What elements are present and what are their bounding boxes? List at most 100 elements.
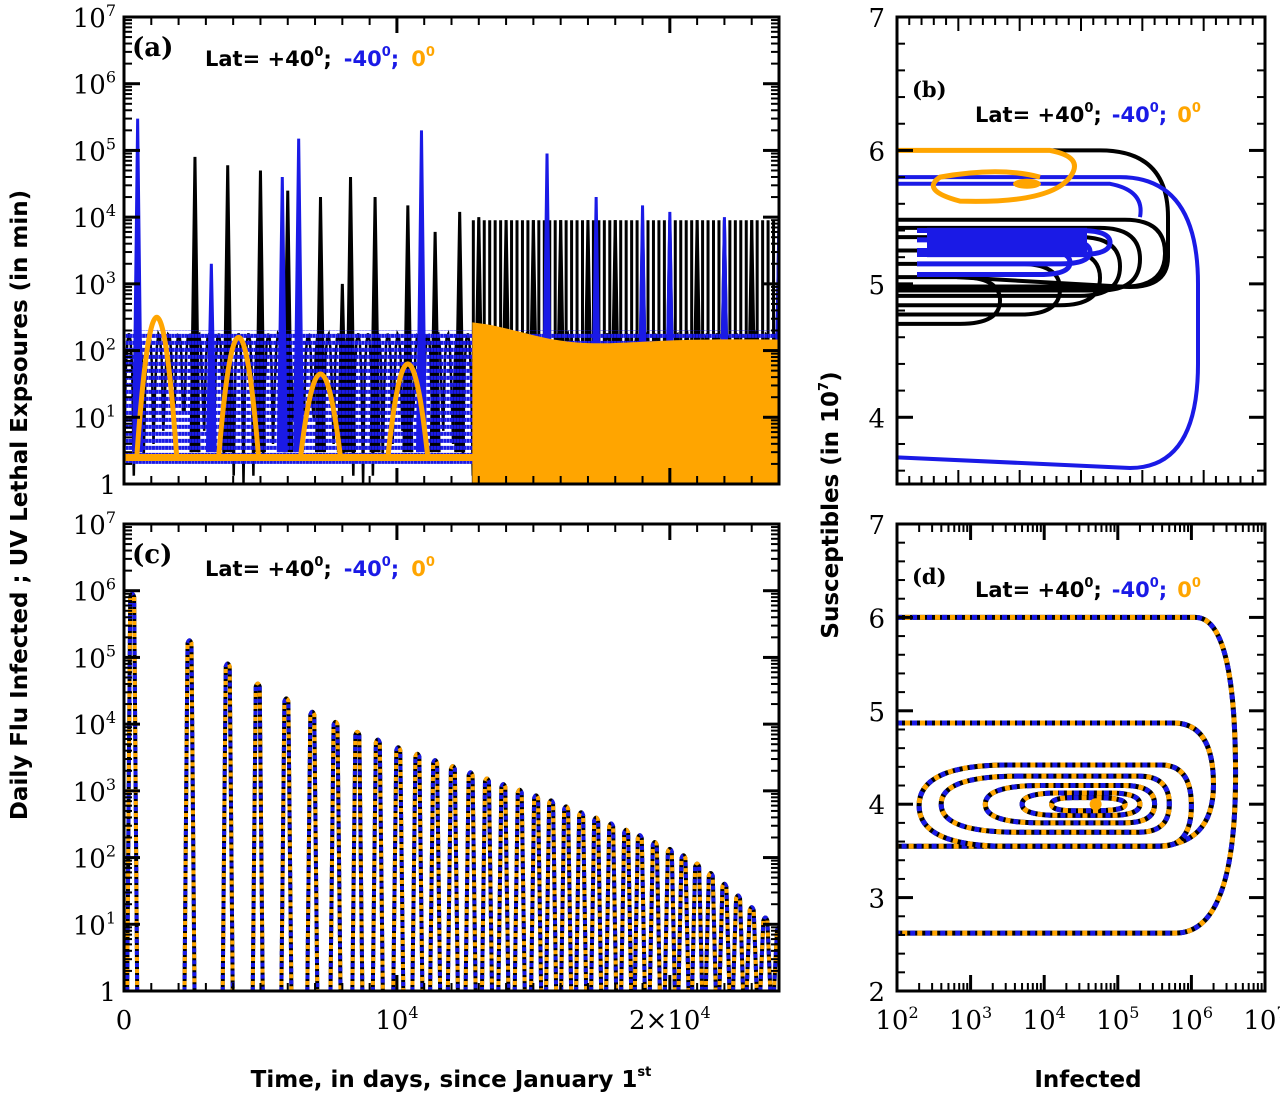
series-peak-neg40 (632, 833, 647, 991)
series-peak-0 (220, 661, 235, 991)
series-peak-neg40 (415, 130, 427, 453)
series-peak-0 (731, 893, 746, 991)
tick-base: 10 (375, 1006, 408, 1036)
series-peak-0 (370, 737, 385, 991)
panel-d: 234567102103104105106107 (d) Lat= +400;-… (868, 511, 1280, 1036)
y-tick-label: 1 (99, 978, 116, 1008)
x-tick-label: 107 (1243, 1003, 1280, 1036)
series-peak-neg40 (662, 846, 677, 991)
series-loop-neg40 (1049, 795, 1128, 814)
tick-exp: 5 (1129, 1003, 1139, 1022)
legend-item-neg40: -40 (344, 557, 382, 581)
y-tick-label: 107 (73, 1, 116, 34)
legend-prefix: Lat= (205, 557, 268, 581)
series-peak-0 (328, 719, 343, 991)
series-peak-0 (676, 853, 691, 991)
legend-sep: ; (1093, 103, 1101, 127)
series-peak-0 (445, 764, 460, 991)
tick-base: 1 (99, 471, 116, 501)
tick-base: 10 (1023, 1006, 1056, 1036)
panel-d-frame (895, 522, 1267, 993)
legend-prefix: Lat= (205, 47, 268, 71)
series-core-neg40 (927, 227, 1087, 258)
legend-sep: ; (391, 47, 399, 71)
y-axis-title-left: Daily Flu Infected ; UV Lethal Expsoures… (7, 190, 33, 820)
series-peak-neg40 (125, 591, 140, 991)
series-peak-neg40 (182, 638, 197, 991)
series-loop-0 (897, 720, 1216, 849)
legend-item-pos40: +40 (268, 47, 315, 71)
legend-sep: ; (323, 557, 331, 581)
series-peak-0 (410, 751, 425, 991)
series-peak-neg40 (512, 787, 527, 991)
y-tick-label: 7 (868, 511, 885, 541)
y-tick-label: 1 (99, 471, 116, 501)
legend-sep: ; (1159, 578, 1167, 602)
y-tick-label: 107 (73, 508, 116, 541)
panel-d-ticks: 234567102103104105106107 (868, 511, 1280, 1036)
x-title-main: Time, in days, since January 1 (251, 1067, 638, 1093)
legend-item-neg40: -40 (1112, 103, 1150, 127)
tick-exp: 6 (1203, 1003, 1213, 1022)
series-peak-neg40 (589, 815, 604, 991)
series-peak-0 (463, 770, 478, 991)
legend-sup: 0 (382, 45, 391, 60)
tick-exp: 2 (908, 1003, 918, 1022)
series-peak-pos40 (315, 197, 326, 453)
x-title-sup: st (637, 1065, 651, 1080)
series-peak-0 (647, 839, 662, 991)
legend-sup: 0 (1150, 576, 1159, 591)
series-peak-0 (182, 638, 197, 991)
series-peak-neg40 (220, 661, 235, 991)
tick-base: 10 (73, 845, 106, 875)
y-tick-label: 103 (73, 775, 116, 808)
series-peak-neg40 (293, 138, 305, 453)
series-peak-0 (662, 846, 677, 991)
series-peak-0 (279, 696, 294, 991)
series-peak-0 (632, 833, 647, 991)
legend-item-0: 0 (1177, 103, 1192, 127)
series-hump-0 (298, 371, 343, 458)
y-tick-label: 4 (868, 791, 885, 821)
legend-sep: ; (1159, 103, 1167, 127)
x-tick-label: 0 (116, 1006, 133, 1036)
series-peak-0 (544, 798, 559, 991)
legend-sup: 0 (1150, 101, 1159, 116)
legend-item-neg40: -40 (344, 47, 382, 71)
series-peak-0 (496, 782, 511, 991)
x-axis-title-right: Infected (1034, 1067, 1141, 1093)
panel-c-data (125, 591, 779, 991)
tick-base: 1 (99, 978, 116, 1008)
y-axis-title-right: Susceptibles (in 107) (817, 371, 844, 638)
panel-a-tag: (a) (132, 33, 173, 63)
tick-base: 10 (73, 404, 106, 434)
series-hump-0 (385, 361, 431, 458)
tick-exp: 1 (106, 401, 116, 420)
series-peak-neg40 (479, 776, 494, 991)
y-tick-label: 4 (868, 404, 885, 434)
tick-base: 10 (73, 778, 106, 808)
legend-prefix: Lat= (975, 578, 1038, 602)
series-peak-0 (350, 729, 365, 991)
legend-sup: 0 (1084, 576, 1093, 591)
tick-exp: 7 (1276, 1003, 1280, 1022)
series-peak-neg40 (544, 798, 559, 991)
tick-base: 10 (73, 911, 106, 941)
series-peak-pos40 (402, 205, 414, 453)
tick-exp: 4 (106, 708, 116, 727)
tick-exp: 2 (106, 335, 116, 354)
legend-sup: 0 (314, 555, 323, 570)
series-peak-0 (574, 810, 589, 991)
tick-exp: 6 (106, 575, 116, 594)
tick-exp: 5 (106, 134, 116, 153)
y-tick-label: 101 (73, 908, 116, 941)
series-peak-neg40 (496, 782, 511, 991)
series-peak-neg40 (328, 719, 343, 991)
legend-item-0: 0 (411, 557, 426, 581)
series-peak-0 (529, 793, 544, 991)
series-peak-pos40 (454, 211, 466, 453)
series-peak-0 (744, 905, 759, 991)
